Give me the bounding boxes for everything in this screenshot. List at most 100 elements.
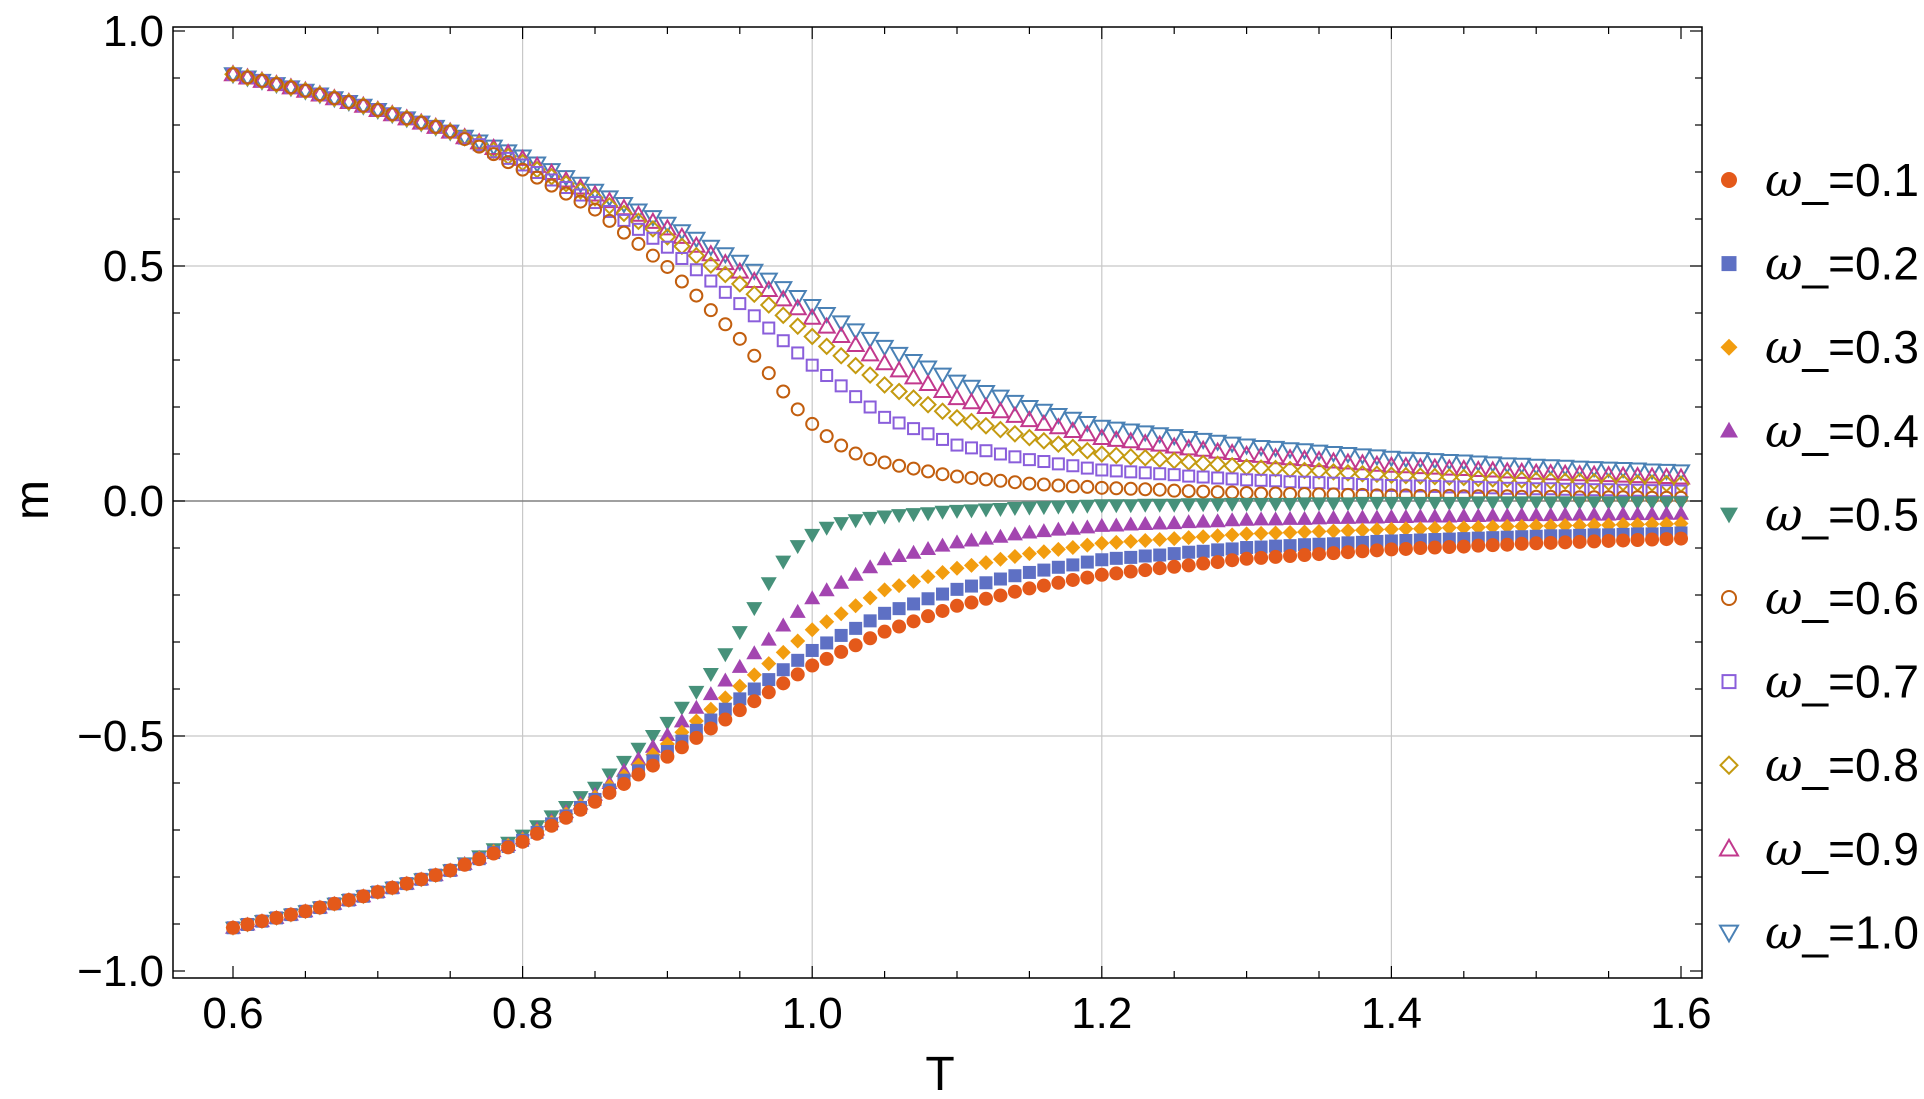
data-point xyxy=(1455,508,1472,523)
data-point xyxy=(921,427,935,441)
data-point xyxy=(1037,455,1051,469)
data-point xyxy=(283,80,298,95)
data-point xyxy=(688,685,705,700)
data-point xyxy=(819,429,834,444)
data-point xyxy=(775,644,791,660)
data-point xyxy=(1109,481,1124,496)
data-point xyxy=(312,900,327,915)
data-point xyxy=(1541,471,1560,490)
data-point xyxy=(1150,450,1169,469)
data-point xyxy=(1555,459,1575,477)
data-point xyxy=(1092,428,1112,446)
data-point xyxy=(1254,540,1268,554)
data-point xyxy=(1513,496,1530,511)
data-point xyxy=(1412,508,1429,523)
data-point xyxy=(717,690,733,706)
data-point xyxy=(1080,479,1095,494)
data-point xyxy=(715,253,736,271)
data-point xyxy=(1021,524,1038,539)
legend-marker-diamond-icon xyxy=(1719,755,1739,776)
data-point xyxy=(789,540,806,555)
data-point xyxy=(1643,474,1661,493)
data-point xyxy=(1167,547,1181,561)
data-point xyxy=(645,758,660,773)
plot-frame xyxy=(172,26,1703,979)
data-point xyxy=(1153,467,1167,481)
data-point xyxy=(644,219,662,238)
legend-label: ω_=0.5 xyxy=(1765,487,1919,541)
data-point xyxy=(874,339,895,357)
legend-item: ω_=0.9 xyxy=(1718,822,1919,876)
data-point xyxy=(977,503,994,518)
data-point xyxy=(1455,496,1472,511)
data-point xyxy=(1180,498,1197,513)
legend-item: ω_=0.7 xyxy=(1721,655,1919,709)
data-point xyxy=(1048,407,1069,426)
data-point xyxy=(1427,520,1443,536)
data-point xyxy=(240,70,255,85)
data-point xyxy=(1555,463,1575,481)
data-point xyxy=(428,868,443,883)
data-point xyxy=(1483,456,1503,474)
data-point xyxy=(659,727,676,742)
data-point xyxy=(1613,462,1633,480)
data-point xyxy=(515,834,530,849)
data-point xyxy=(1019,400,1040,418)
data-point xyxy=(1557,506,1574,521)
data-point xyxy=(1079,519,1096,534)
data-point xyxy=(1500,481,1514,495)
data-point xyxy=(544,178,559,193)
data-point xyxy=(571,181,590,200)
data-point xyxy=(1294,449,1315,467)
data-point xyxy=(790,667,805,682)
data-point xyxy=(831,315,851,333)
data-point xyxy=(833,574,850,589)
data-point xyxy=(1645,484,1659,498)
data-point xyxy=(327,896,342,911)
data-point xyxy=(1035,501,1052,516)
data-point xyxy=(776,384,791,399)
data-point xyxy=(1065,540,1081,556)
data-point xyxy=(1066,558,1080,572)
legend-item: ω_=0.8 xyxy=(1719,738,1919,792)
data-point xyxy=(530,826,545,841)
data-point xyxy=(849,390,863,404)
data-point xyxy=(1022,581,1037,596)
data-point xyxy=(962,412,981,431)
legend-label-value: _=0.3 xyxy=(1802,321,1919,373)
x-tick-label: 1.4 xyxy=(1361,989,1422,1038)
data-point xyxy=(616,225,631,240)
x-tick-label: 0.8 xyxy=(492,989,553,1038)
data-point xyxy=(1077,415,1098,433)
legend-label-symbol: ω xyxy=(1765,237,1803,291)
x-tick-label: 1.6 xyxy=(1650,989,1711,1038)
data-point xyxy=(1022,565,1036,579)
data-point xyxy=(1298,538,1312,552)
data-point xyxy=(1382,466,1401,485)
data-point xyxy=(1586,496,1603,511)
data-point xyxy=(1209,498,1226,513)
data-point xyxy=(686,231,707,249)
data-point xyxy=(1383,508,1400,523)
data-point xyxy=(1616,533,1631,548)
data-point xyxy=(1396,466,1415,485)
data-point xyxy=(833,517,850,532)
data-point xyxy=(1135,425,1155,443)
data-point xyxy=(1340,523,1356,539)
data-point xyxy=(1352,453,1373,471)
data-point xyxy=(776,334,790,348)
legend-label-symbol: ω xyxy=(1765,153,1803,207)
data-point xyxy=(892,619,907,634)
data-point xyxy=(1339,497,1356,512)
data-point xyxy=(1326,546,1341,561)
data-point xyxy=(1627,462,1648,480)
data-point xyxy=(657,218,678,236)
data-point xyxy=(877,624,892,639)
data-point xyxy=(1193,432,1213,450)
data-point xyxy=(1369,522,1385,538)
data-point xyxy=(889,360,909,378)
data-point xyxy=(834,438,849,453)
data-point xyxy=(1499,496,1516,511)
data-point xyxy=(976,384,996,402)
data-point xyxy=(414,115,429,130)
